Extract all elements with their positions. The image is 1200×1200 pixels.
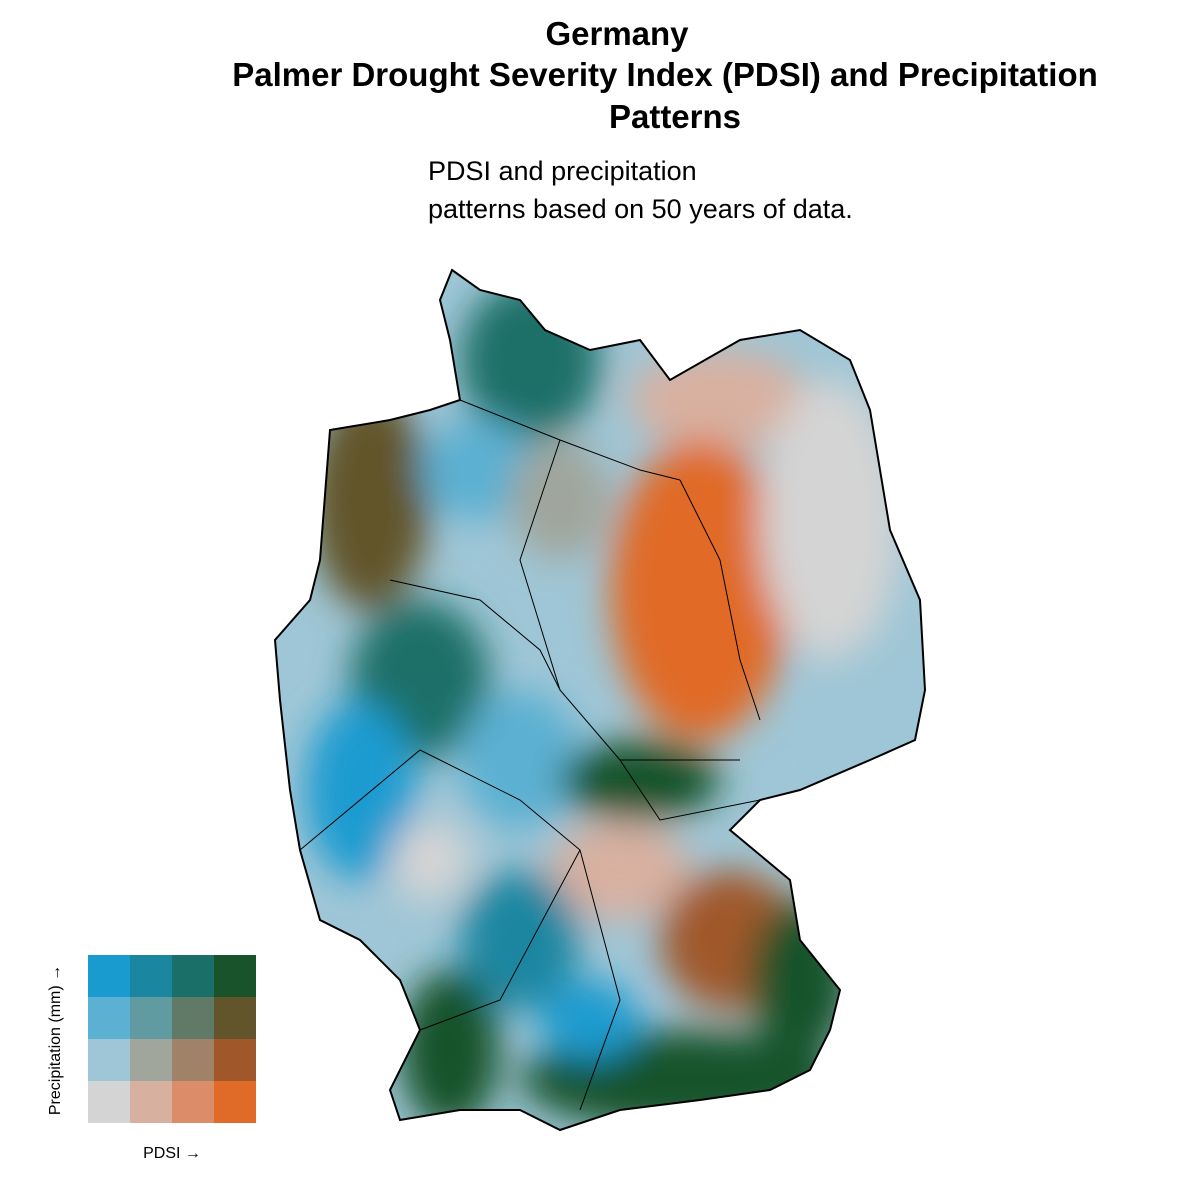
legend-swatch — [130, 1039, 172, 1081]
legend-swatch — [130, 997, 172, 1039]
legend-swatch — [172, 955, 214, 997]
legend-y-label: Precipitation (mm) → — [47, 965, 64, 1115]
legend-swatch — [172, 1081, 214, 1123]
legend-swatch — [88, 1039, 130, 1081]
legend-swatch — [214, 955, 256, 997]
legend: Precipitation (mm) → PDSI → — [47, 955, 256, 1162]
title-line: Palmer Drought Severity Index (PDSI) and… — [232, 56, 1098, 93]
state-borders — [299, 399, 761, 1111]
title-line: Patterns — [609, 98, 741, 135]
legend-x-label: PDSI → — [143, 1145, 201, 1162]
map-surface — [275, 270, 925, 1130]
legend-swatch — [214, 1039, 256, 1081]
legend-swatch — [214, 997, 256, 1039]
legend-swatch — [88, 997, 130, 1039]
legend-swatch — [88, 955, 130, 997]
subtitle-line: PDSI and precipitation — [428, 156, 697, 186]
title-line: Germany — [545, 15, 689, 52]
legend-swatch — [88, 1081, 130, 1123]
subtitle-line: patterns based on 50 years of data. — [428, 194, 853, 224]
legend-swatch — [172, 1039, 214, 1081]
legend-swatch — [214, 1081, 256, 1123]
legend-swatch — [130, 1081, 172, 1123]
legend-swatch — [130, 955, 172, 997]
legend-swatch — [172, 997, 214, 1039]
